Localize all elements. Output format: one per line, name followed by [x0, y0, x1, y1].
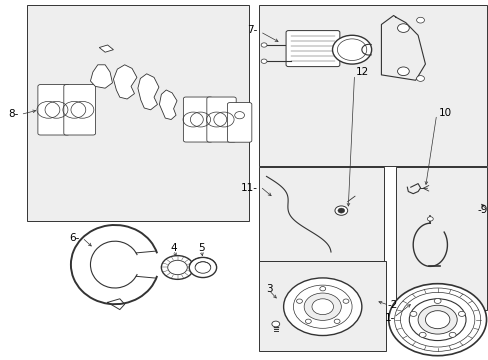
Bar	[259, 5, 486, 166]
FancyBboxPatch shape	[63, 85, 96, 135]
Circle shape	[417, 305, 456, 334]
Circle shape	[425, 311, 449, 329]
Text: 5: 5	[198, 243, 204, 253]
Circle shape	[394, 288, 480, 351]
Circle shape	[416, 17, 424, 23]
Circle shape	[409, 311, 416, 316]
Text: 10: 10	[438, 108, 451, 118]
Bar	[27, 5, 249, 221]
Circle shape	[161, 256, 193, 279]
Polygon shape	[113, 65, 137, 99]
Circle shape	[400, 292, 474, 347]
Polygon shape	[99, 45, 113, 52]
Text: 4: 4	[170, 243, 177, 253]
Circle shape	[271, 321, 279, 327]
Circle shape	[305, 319, 311, 323]
Bar	[259, 261, 386, 351]
Circle shape	[261, 43, 266, 47]
Polygon shape	[138, 74, 159, 110]
Text: 1-: 1-	[384, 312, 394, 323]
Circle shape	[304, 293, 341, 320]
FancyBboxPatch shape	[38, 85, 70, 135]
Text: 11-: 11-	[240, 183, 257, 193]
FancyBboxPatch shape	[183, 97, 212, 142]
Circle shape	[334, 206, 347, 215]
FancyBboxPatch shape	[227, 103, 251, 142]
Circle shape	[319, 287, 325, 291]
FancyBboxPatch shape	[206, 97, 236, 142]
Circle shape	[293, 285, 351, 328]
Circle shape	[427, 217, 432, 221]
Text: 6-: 6-	[69, 233, 79, 243]
Circle shape	[189, 257, 216, 278]
Circle shape	[416, 76, 424, 81]
Polygon shape	[90, 65, 112, 88]
Circle shape	[311, 299, 333, 315]
Text: -9: -9	[477, 204, 487, 215]
Text: 3: 3	[266, 284, 273, 294]
Circle shape	[283, 278, 361, 336]
Text: -2: -2	[386, 300, 397, 310]
Circle shape	[448, 332, 455, 337]
Text: 12: 12	[355, 67, 368, 77]
Circle shape	[343, 299, 348, 303]
Circle shape	[332, 35, 371, 64]
Circle shape	[418, 332, 425, 337]
Circle shape	[337, 208, 344, 213]
Circle shape	[333, 319, 339, 323]
Circle shape	[408, 299, 465, 341]
Circle shape	[397, 24, 408, 32]
Circle shape	[433, 298, 440, 303]
Circle shape	[388, 284, 486, 356]
Bar	[259, 167, 383, 261]
FancyBboxPatch shape	[285, 31, 339, 67]
Polygon shape	[159, 90, 177, 120]
Circle shape	[457, 311, 464, 316]
Bar	[395, 167, 486, 310]
Circle shape	[397, 67, 408, 76]
Circle shape	[296, 299, 302, 303]
Text: 7-: 7-	[247, 24, 257, 35]
Circle shape	[261, 59, 266, 63]
Text: 8-: 8-	[8, 109, 19, 120]
